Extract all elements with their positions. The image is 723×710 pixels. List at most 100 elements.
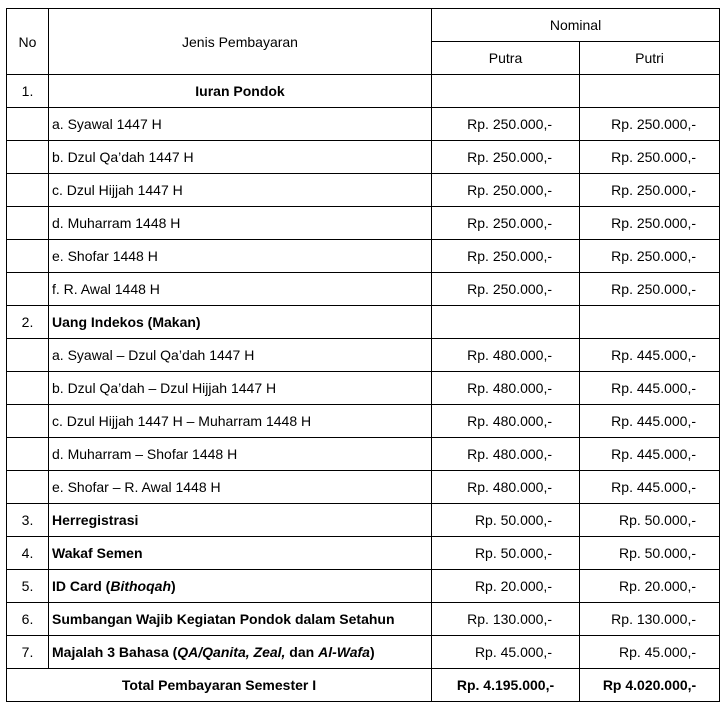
name-cell: d. Muharram 1448 H [48,206,432,240]
name-part: d. Muharram – Shofar 1448 H [52,446,238,462]
putra-cell [431,305,580,339]
no-cell [6,470,49,504]
name-cell: b. Dzul Qa’dah – Dzul Hijjah 1447 H [48,371,432,405]
table-row: f. R. Awal 1448 H Rp. 250.000,- Rp. 250.00… [6,272,721,306]
name-part: Herregistrasi [52,512,139,528]
table-row: 4. Wakaf Semen Rp. 50.000,- Rp. 50.000,- [6,536,721,570]
header-cell: Jenis Pembayaran [48,8,432,75]
name-part: b. Dzul Qa’dah – Dzul Hijjah 1447 H [52,380,277,396]
putri-cell: Rp. 445.000,- [578,404,721,438]
table-row: 2. Uang Indekos (Makan) [6,305,721,339]
name-part: ID Card ( [52,578,111,594]
no-cell [6,107,49,141]
total-putri: Rp 4.020.000,- [578,668,721,702]
putra-cell: Rp. 50.000,- [431,503,580,537]
header-cell: Putri [578,41,721,75]
name-cell: c. Dzul Hijjah 1447 H – Muharram 1448 H [48,404,432,438]
no-cell: 6. [6,602,49,636]
name-part: Majalah 3 Bahasa ( [52,644,178,660]
name-cell: Herregistrasi [48,503,432,537]
name-part: Uang Indekos (Makan) [52,314,201,330]
putra-cell: Rp. 130.000,- [431,602,580,636]
no-cell: 7. [6,635,49,669]
table-row: d. Muharram – Shofar 1448 H Rp. 480.000,-… [6,437,721,471]
header-cell: Nominal [430,8,721,42]
table-row: a. Syawal – Dzul Qa’dah 1447 H Rp. 480.00… [6,338,721,372]
name-cell: a. Syawal – Dzul Qa’dah 1447 H [48,338,432,372]
name-part: b. Dzul Qa’dah 1447 H [52,149,194,165]
putri-cell [578,74,721,108]
table-row: e. Shofar – R. Awal 1448 H Rp. 480.000,- R… [6,470,721,504]
putri-cell: Rp. 20.000,- [578,569,721,603]
name-part: Wakaf Semen [52,545,143,561]
name-cell: d. Muharram – Shofar 1448 H [48,437,432,471]
table-row: e. Shofar 1448 H Rp. 250.000,- Rp. 250.000… [6,239,721,273]
name-cell: Uang Indekos (Makan) [48,305,432,339]
name-cell: c. Dzul Hijjah 1447 H [48,173,432,207]
putri-cell: Rp. 250.000,- [578,272,721,306]
putra-cell: Rp. 20.000,- [431,569,580,603]
name-part: Al-Wafa [318,644,370,660]
putri-cell: Rp. 250.000,- [578,140,721,174]
putri-cell: Rp. 250.000,- [578,206,721,240]
name-cell: e. Shofar – R. Awal 1448 H [48,470,432,504]
putra-cell: Rp. 45.000,- [431,635,580,669]
name-cell: Sumbangan Wajib Kegiatan Pondok dalam Se… [48,602,432,636]
header-cell: No [6,8,49,75]
no-cell: 4. [6,536,49,570]
putra-cell: Rp. 250.000,- [431,239,580,273]
no-cell: 1. [6,74,49,108]
table-row: d. Muharram 1448 H Rp. 250.000,- Rp. 250.0… [6,206,721,240]
no-cell [6,272,49,306]
name-part: c. Dzul Hijjah 1447 H – Muharram 1448 H [52,413,312,429]
putri-cell: Rp. 250.000,- [578,239,721,273]
putri-cell: Rp. 45.000,- [578,635,721,669]
putra-cell: Rp. 250.000,- [431,173,580,207]
putra-cell: Rp. 480.000,- [431,470,580,504]
no-cell [6,404,49,438]
header-cell: Putra [431,41,580,75]
putri-cell [578,305,721,339]
total-label: Total Pembayaran Semester I [6,668,432,702]
putri-cell: Rp. 445.000,- [578,371,721,405]
name-part: d. Muharram 1448 H [52,215,181,231]
no-cell: 3. [6,503,49,537]
name-part: Sumbangan Wajib Kegiatan Pondok dalam Se… [52,611,395,627]
table-row: 5. ID Card (Bithoqah) Rp. 20.000,- Rp. 20.0… [6,569,721,603]
putra-cell: Rp. 480.000,- [431,371,580,405]
name-part: QA/Qanita, Zeal, [177,644,286,660]
putra-cell: Rp. 250.000,- [431,272,580,306]
no-cell [6,239,49,273]
putri-cell: Rp. 250.000,- [578,107,721,141]
table-row: 6. Sumbangan Wajib Kegiatan Pondok dalam … [6,602,721,636]
name-cell: e. Shofar 1448 H [48,239,432,273]
name-part: Bithoqah [110,578,171,594]
putri-cell: Rp. 250.000,- [578,173,721,207]
no-cell [6,338,49,372]
no-cell: 2. [6,305,49,339]
name-cell: f. R. Awal 1448 H [48,272,432,306]
no-cell [6,173,49,207]
putri-cell: Rp. 130.000,- [578,602,721,636]
table-row: a. Syawal 1447 H Rp. 250.000,- Rp. 250.000… [6,107,721,141]
putra-cell: Rp. 480.000,- [431,338,580,372]
table-row: c. Dzul Hijjah 1447 H Rp. 250.000,- Rp. 25… [6,173,721,207]
name-part: Iuran Pondok [195,83,285,99]
name-part: e. Shofar – R. Awal 1448 H [52,479,221,495]
putri-cell: Rp. 445.000,- [578,338,721,372]
no-cell [6,371,49,405]
table-row: 7. Majalah 3 Bahasa (QA/Qanita, Zeal, dan… [6,635,721,669]
name-part: a. Syawal – Dzul Qa’dah 1447 H [52,347,255,363]
name-cell: a. Syawal 1447 H [48,107,432,141]
total-row: Total Pembayaran Semester I Rp. 4.195.000… [6,668,721,702]
no-cell [6,437,49,471]
table-row: c. Dzul Hijjah 1447 H – Muharram 1448 H R… [6,404,721,438]
name-cell: Iuran Pondok [48,74,432,108]
no-cell [6,140,49,174]
name-part: c. Dzul Hijjah 1447 H [52,182,183,198]
table-row: 3. Herregistrasi Rp. 50.000,- Rp. 50.000,- [6,503,721,537]
name-part: ) [369,644,375,660]
table-row: 1. Iuran Pondok [6,74,721,108]
table-row: b. Dzul Qa’dah – Dzul Hijjah 1447 H Rp. 4… [6,371,721,405]
